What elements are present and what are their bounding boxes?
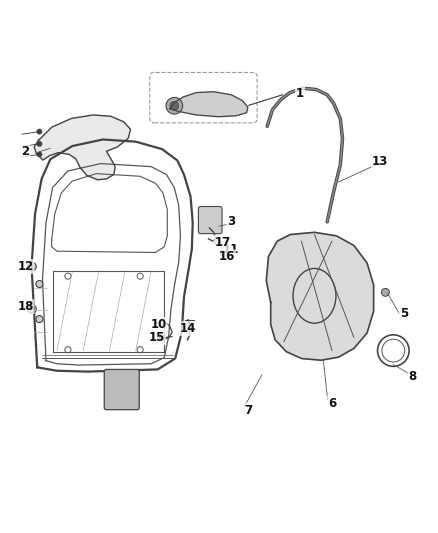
Text: 15: 15 — [148, 331, 165, 344]
Text: 9: 9 — [131, 379, 139, 392]
Circle shape — [36, 316, 43, 322]
Text: 3: 3 — [227, 215, 235, 228]
FancyBboxPatch shape — [198, 206, 222, 233]
Circle shape — [37, 129, 42, 134]
Circle shape — [37, 152, 42, 157]
Text: 16: 16 — [219, 251, 235, 263]
Text: 12: 12 — [17, 260, 34, 273]
Circle shape — [166, 98, 183, 114]
Text: 8: 8 — [409, 370, 417, 383]
Polygon shape — [34, 115, 131, 180]
Polygon shape — [170, 92, 248, 117]
Text: 10: 10 — [150, 318, 167, 331]
Circle shape — [28, 262, 36, 271]
Text: 14: 14 — [179, 322, 196, 335]
Circle shape — [28, 304, 36, 313]
Text: 11: 11 — [223, 244, 240, 256]
Circle shape — [37, 141, 42, 147]
Text: 13: 13 — [372, 155, 389, 168]
Text: 5: 5 — [400, 308, 408, 320]
Circle shape — [36, 280, 43, 287]
Circle shape — [381, 288, 389, 296]
Text: 18: 18 — [17, 300, 34, 313]
Text: 7: 7 — [245, 403, 253, 417]
Polygon shape — [266, 232, 374, 360]
Circle shape — [220, 251, 226, 256]
Text: 4: 4 — [130, 399, 138, 413]
Circle shape — [170, 101, 179, 110]
Text: 6: 6 — [328, 397, 336, 410]
Text: 17: 17 — [214, 236, 231, 249]
Text: 1: 1 — [296, 87, 304, 100]
Circle shape — [214, 239, 220, 245]
Text: 2: 2 — [21, 146, 29, 158]
FancyBboxPatch shape — [104, 369, 139, 410]
